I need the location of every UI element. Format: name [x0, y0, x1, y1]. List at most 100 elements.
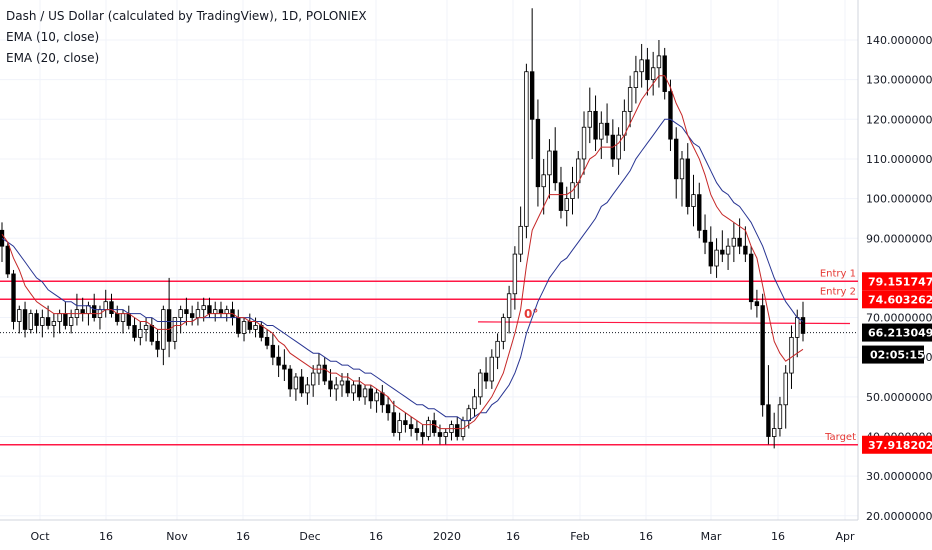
level-price-bg: [862, 290, 932, 309]
candle-body: [189, 313, 195, 318]
candle-body: [368, 388, 373, 402]
candle-body: [772, 428, 777, 437]
candle-body: [276, 356, 281, 366]
candle-body: [483, 372, 489, 382]
candle-body: [247, 321, 252, 330]
candle: [478, 369, 483, 405]
candle-body: [51, 321, 57, 326]
candle: [800, 301, 806, 342]
candle: [17, 305, 22, 334]
candle: [109, 293, 114, 318]
candle-body: [17, 309, 22, 322]
candle-body: [599, 122, 604, 140]
candle: [189, 305, 195, 326]
candle-body: [397, 420, 402, 433]
candle-body: [725, 245, 731, 255]
candle-body: [351, 384, 356, 394]
candle-body: [795, 317, 800, 338]
candle-body: [166, 309, 172, 342]
candle-body: [478, 372, 483, 398]
x-tick-label: Apr: [835, 530, 855, 543]
candle: [351, 380, 356, 401]
candle-body: [305, 384, 310, 394]
candle-body: [172, 317, 178, 342]
symbol-title[interactable]: Dash / US Dollar (calculated by TradingV…: [6, 9, 367, 23]
candle: [754, 289, 760, 318]
candle: [529, 8, 535, 159]
candle-body: [282, 364, 287, 370]
candle-body: [270, 344, 276, 358]
x-tick-label: 16: [369, 530, 383, 543]
candle: [760, 293, 765, 417]
candle-body: [224, 309, 229, 314]
candle-body: [593, 110, 598, 140]
candle: [547, 139, 552, 199]
candle-body: [328, 380, 333, 390]
candle: [299, 369, 304, 397]
candle-body: [92, 305, 97, 318]
x-tick-label: 2020: [433, 530, 461, 543]
candle-body: [115, 313, 120, 322]
candle-body: [708, 241, 713, 267]
level-price-bg: [862, 272, 932, 291]
candle-body: [264, 336, 270, 346]
candle-body: [437, 432, 443, 437]
candle-body: [420, 432, 425, 437]
ema20-legend[interactable]: EMA (20, close): [6, 51, 100, 65]
candle: [737, 218, 742, 255]
candle-body: [68, 317, 74, 326]
x-tick-label: Oct: [30, 530, 50, 543]
candle-body: [691, 194, 696, 207]
level-name: Entry 2: [820, 286, 856, 297]
candle: [28, 309, 33, 334]
candle-body: [754, 301, 760, 307]
candle: [282, 349, 287, 381]
candle: [0, 222, 5, 263]
candle-body: [455, 424, 460, 437]
candle-body: [627, 87, 633, 112]
candle-body: [443, 432, 448, 437]
candle: [674, 127, 679, 199]
candle: [668, 79, 673, 152]
x-tick-label: Dec: [299, 530, 320, 543]
candle: [236, 309, 241, 338]
candle: [518, 206, 523, 263]
level-price-label: 79.15174792: [862, 272, 932, 291]
candle: [656, 40, 662, 88]
candle: [391, 400, 397, 437]
candle-body: [432, 420, 437, 433]
candle-body: [616, 134, 621, 160]
candle-body: [679, 158, 685, 180]
candle: [247, 313, 252, 334]
x-tick-label: 16: [99, 530, 113, 543]
candle: [691, 174, 696, 227]
candle-body: [374, 392, 379, 402]
ema10-legend[interactable]: EMA (10, close): [6, 30, 100, 44]
countdown-text: 02:05:15: [870, 349, 925, 362]
current-price-text: 66.21304914: [868, 327, 932, 340]
candle: [506, 285, 512, 334]
candle: [218, 301, 224, 318]
candle: [437, 424, 443, 445]
candle: [443, 428, 448, 445]
current-price-bg: [862, 323, 932, 342]
candle: [495, 333, 500, 370]
candle-body: [357, 384, 362, 398]
candle-body: [518, 225, 523, 255]
candle: [385, 396, 391, 421]
candles: [0, 8, 806, 449]
candle: [11, 269, 16, 330]
candle: [553, 127, 558, 191]
candle: [524, 63, 529, 239]
y-tick-label: 140.00000000: [866, 34, 932, 47]
candle: [697, 182, 702, 239]
y-tick-label: 110.00000000: [866, 153, 932, 166]
level-price-text: 79.15174792: [868, 275, 932, 288]
candle: [593, 95, 598, 152]
candle-body: [535, 118, 541, 188]
level-price-text: 74.60326283: [868, 293, 932, 306]
candle-body: [547, 150, 552, 176]
candle: [63, 301, 68, 330]
